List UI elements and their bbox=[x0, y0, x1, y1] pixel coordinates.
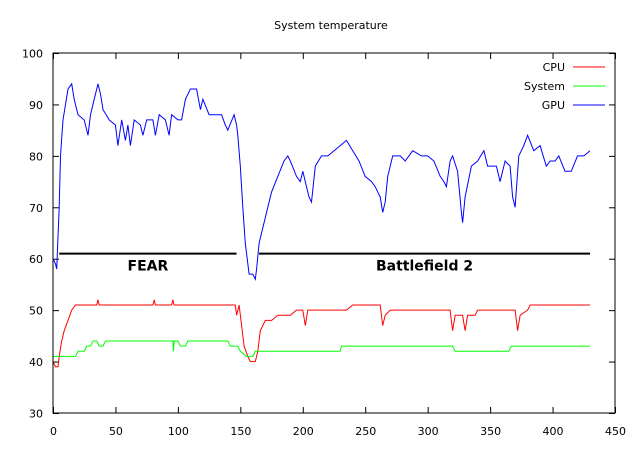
annotation-label: Battlefield 2 bbox=[376, 259, 473, 275]
legend-label: GPU bbox=[542, 99, 565, 112]
y-tick-label: 50 bbox=[29, 305, 43, 318]
y-tick-label: 30 bbox=[29, 408, 43, 421]
y-tick-label: 90 bbox=[29, 99, 43, 112]
plot-border bbox=[52, 52, 616, 414]
x-tick-label: 50 bbox=[109, 425, 123, 438]
legend-label: CPU bbox=[543, 61, 565, 74]
y-tick-label: 60 bbox=[29, 253, 43, 266]
y-tick-label: 70 bbox=[29, 202, 43, 215]
x-tick-label: 350 bbox=[480, 425, 501, 438]
series-line-system bbox=[53, 340, 590, 357]
x-tick-label: 0 bbox=[50, 425, 57, 438]
y-tick-label: 100 bbox=[22, 48, 43, 61]
annotation-label: FEAR bbox=[128, 259, 169, 275]
series-line-cpu bbox=[52, 299, 590, 368]
y-tick-label: 40 bbox=[29, 356, 43, 369]
x-tick-label: 200 bbox=[293, 425, 314, 438]
legend-label: System bbox=[524, 80, 565, 93]
x-tick-label: 450 bbox=[605, 425, 626, 438]
chart-title: System temperature bbox=[274, 19, 388, 32]
x-tick-label: 100 bbox=[168, 425, 189, 438]
series-line-gpu bbox=[52, 82, 591, 282]
y-tick-label: 80 bbox=[29, 150, 43, 163]
x-tick-label: 150 bbox=[230, 425, 251, 438]
x-tick-label: 300 bbox=[418, 425, 439, 438]
x-tick-label: 250 bbox=[355, 425, 376, 438]
x-tick-label: 400 bbox=[543, 425, 564, 438]
